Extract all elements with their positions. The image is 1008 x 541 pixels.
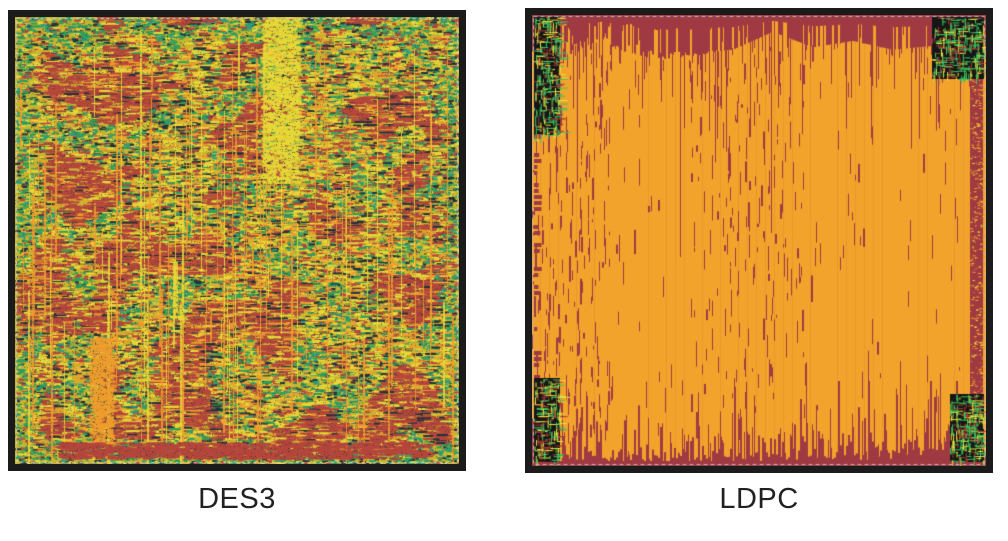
panel-ldpc-layout — [525, 8, 993, 473]
panel-des3-layout — [8, 10, 466, 471]
ldpc-chip-layout-image — [532, 15, 986, 466]
caption-ldpc: LDPC — [719, 483, 799, 515]
des3-chip-layout-image — [15, 17, 459, 464]
caption-des3: DES3 — [198, 483, 276, 515]
